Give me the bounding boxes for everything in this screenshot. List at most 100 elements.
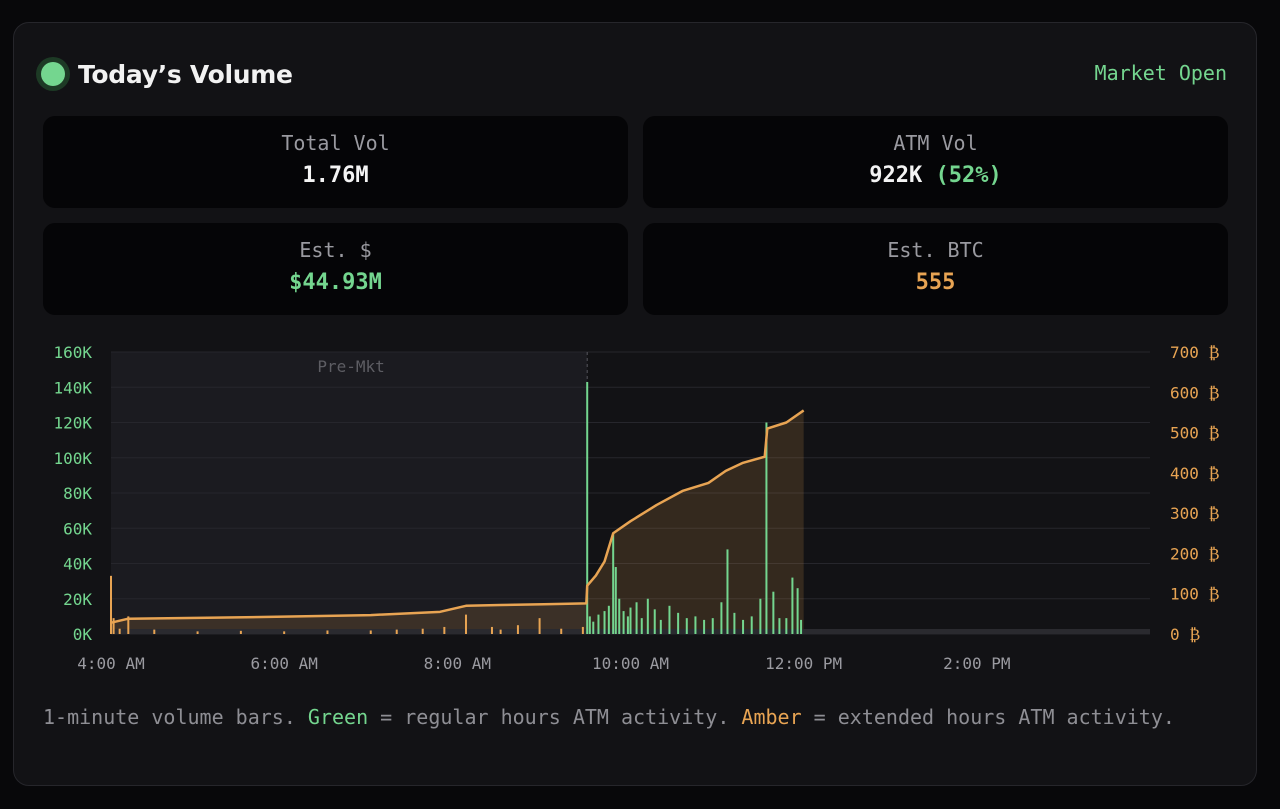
regular-hours-bar xyxy=(635,602,638,634)
extended-hours-bar xyxy=(153,629,156,634)
regular-hours-bar xyxy=(703,619,706,634)
extended-hours-bar xyxy=(443,626,446,634)
regular-hours-bar xyxy=(778,618,781,634)
y-left-tick-label: 80K xyxy=(63,484,92,503)
regular-hours-bar xyxy=(685,618,688,634)
regular-hours-bar xyxy=(588,616,591,634)
stat-atm-vol: ATM Vol 922K (52%) xyxy=(643,116,1228,208)
regular-hours-bar xyxy=(694,616,697,634)
regular-hours-bar xyxy=(629,607,632,634)
regular-hours-bar xyxy=(622,611,625,634)
regular-hours-bar xyxy=(659,619,662,634)
cumulative-area xyxy=(111,410,804,634)
extended-hours-bar xyxy=(490,626,493,634)
y-left-tick-label: 120K xyxy=(53,414,92,433)
card-title: Today’s Volume xyxy=(78,59,293,89)
x-tick-label: 8:00 AM xyxy=(424,654,491,673)
y-left-tick-label: 40K xyxy=(63,555,92,574)
premarket-region xyxy=(111,352,588,634)
extended-hours-bar xyxy=(127,616,130,634)
volume-card: Today’s Volume Market Open Total Vol 1.7… xyxy=(13,22,1257,786)
stat-value: $44.93M xyxy=(289,270,382,295)
regular-hours-bar xyxy=(796,588,799,634)
y-left-tick-label: 100K xyxy=(53,449,92,468)
regular-hours-bar xyxy=(653,609,656,634)
footnote-green-word: Green xyxy=(307,705,369,729)
regular-hours-bar xyxy=(785,618,788,634)
stat-label: ATM Vol xyxy=(893,131,978,155)
y-left-tick-label: 0K xyxy=(73,625,93,644)
atm-vol-value: 922K xyxy=(869,163,923,188)
regular-hours-bar xyxy=(791,577,794,634)
regular-hours-bar xyxy=(772,591,775,634)
y-right-tick-label: 600 ₿ xyxy=(1170,383,1220,402)
footnote-text: 1-minute volume bars. xyxy=(43,705,308,729)
y-right-tick-label: 700 ₿ xyxy=(1170,343,1220,362)
stat-label: Est. BTC xyxy=(887,238,984,262)
live-status-dot xyxy=(41,62,65,86)
y-right-tick-label: 200 ₿ xyxy=(1170,544,1220,563)
footnote-amber-word: Amber xyxy=(741,705,802,729)
extended-hours-bar xyxy=(326,630,329,634)
regular-hours-bar xyxy=(592,621,595,634)
extended-hours-bar xyxy=(538,618,541,634)
regular-hours-bar xyxy=(646,598,649,634)
y-left-tick-label: 20K xyxy=(63,590,92,609)
extended-hours-bar xyxy=(516,625,519,634)
y-right-tick-label: 0 ₿ xyxy=(1170,625,1200,644)
stat-value: 922K (52%) xyxy=(643,163,1228,188)
y-left-tick-label: 60K xyxy=(63,519,92,538)
card-header: Today’s Volume xyxy=(36,57,293,91)
extended-hours-bar xyxy=(110,575,112,634)
regular-hours-bar xyxy=(720,602,723,634)
regular-hours-bar xyxy=(726,549,729,634)
extended-hours-bar xyxy=(560,628,563,634)
stat-value: 555 xyxy=(915,270,956,295)
stat-value: 1.76M xyxy=(302,163,369,188)
regular-hours-bar xyxy=(765,422,768,634)
regular-hours-bar xyxy=(618,598,621,634)
chart-footnote: 1-minute volume bars. Green = regular ho… xyxy=(43,703,1183,732)
y-left-tick-label: 140K xyxy=(53,378,92,397)
regular-hours-bar xyxy=(614,567,617,634)
y-right-tick-label: 300 ₿ xyxy=(1170,504,1220,523)
y-right-tick-label: 400 ₿ xyxy=(1170,464,1220,483)
stat-label: Total Vol xyxy=(281,131,390,155)
y-right-tick-label: 100 ₿ xyxy=(1170,585,1220,604)
extended-hours-bar xyxy=(112,618,115,634)
atm-vol-percent: (52%) xyxy=(935,163,1002,188)
market-status: Market Open xyxy=(1094,61,1227,85)
premarket-label: Pre-Mkt xyxy=(317,357,384,376)
regular-hours-bar xyxy=(612,533,615,634)
regular-hours-bar xyxy=(597,614,600,634)
regular-hours-bar xyxy=(711,618,714,634)
regular-hours-bar xyxy=(603,611,606,634)
cumulative-btc-line xyxy=(110,409,805,624)
regular-hours-bar xyxy=(607,605,610,634)
extended-hours-bar xyxy=(499,629,502,634)
stat-total-vol: Total Vol 1.76M xyxy=(43,116,628,208)
x-tick-label: 6:00 AM xyxy=(250,654,317,673)
extended-hours-bar xyxy=(369,630,372,634)
footnote-text: = regular hours ATM activity. xyxy=(368,705,742,729)
footnote-text: = extended hours ATM activity. xyxy=(801,705,1175,729)
regular-hours-bar xyxy=(759,598,762,634)
extended-hours-bar xyxy=(581,626,584,634)
regular-hours-bar xyxy=(640,618,643,634)
regular-hours-bar xyxy=(742,619,745,634)
extended-hours-bar xyxy=(196,631,199,634)
extended-hours-bar xyxy=(464,614,467,634)
regular-hours-bar xyxy=(800,619,803,634)
regular-hours-bar xyxy=(586,381,589,634)
x-tick-label: 12:00 PM xyxy=(765,654,842,673)
regular-hours-bar xyxy=(626,616,629,634)
extended-hours-bar xyxy=(239,630,242,634)
regular-hours-bar xyxy=(668,605,671,634)
baseline-band xyxy=(111,629,1150,634)
y-right-tick-label: 500 ₿ xyxy=(1170,424,1220,443)
x-tick-label: 2:00 PM xyxy=(943,654,1010,673)
stat-est-btc: Est. BTC 555 xyxy=(643,223,1228,315)
extended-hours-bar xyxy=(118,628,121,634)
x-tick-label: 10:00 AM xyxy=(592,654,669,673)
y-left-tick-label: 160K xyxy=(53,343,92,362)
